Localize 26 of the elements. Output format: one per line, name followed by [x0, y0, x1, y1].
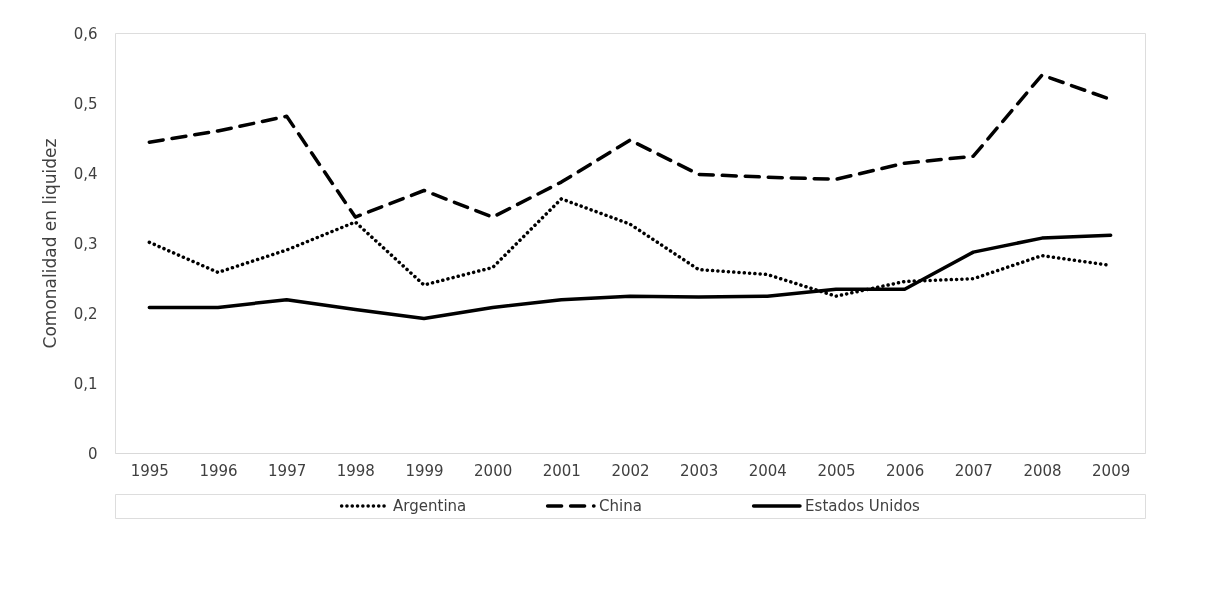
y-tick-label: 0	[87, 444, 98, 463]
x-tick-label: 1997	[268, 461, 307, 480]
x-tick-label: 1995	[130, 461, 169, 480]
x-tick-label: 2005	[817, 461, 856, 480]
legend-label: Estados Unidos	[805, 497, 921, 515]
legend-label: Argentina	[393, 497, 467, 515]
x-tick-label: 2007	[954, 461, 993, 480]
x-tick-label: 2001	[542, 461, 581, 480]
x-tick-label: 2008	[1023, 461, 1062, 480]
x-tick-label: 2009	[1092, 461, 1131, 480]
legend-label: China	[599, 497, 642, 515]
x-tick-label: 2006	[886, 461, 925, 480]
x-tick-label: 1996	[199, 461, 238, 480]
y-axis-title: Comonalidad en liquidez	[39, 138, 60, 349]
y-tick-label: 0,2	[73, 304, 98, 323]
y-tick-label: 0,6	[73, 24, 98, 43]
y-tick-label: 0,4	[73, 164, 98, 183]
y-tick-label: 0,1	[73, 374, 98, 393]
x-tick-label: 1999	[405, 461, 444, 480]
x-tick-label: 2002	[611, 461, 650, 480]
y-tick-label: 0,3	[73, 234, 98, 253]
x-tick-label: 2003	[680, 461, 719, 480]
x-tick-label: 1998	[336, 461, 375, 480]
x-tick-label: 2004	[748, 461, 787, 480]
x-tick-label: 2000	[474, 461, 513, 480]
y-tick-label: 0,5	[73, 94, 98, 113]
